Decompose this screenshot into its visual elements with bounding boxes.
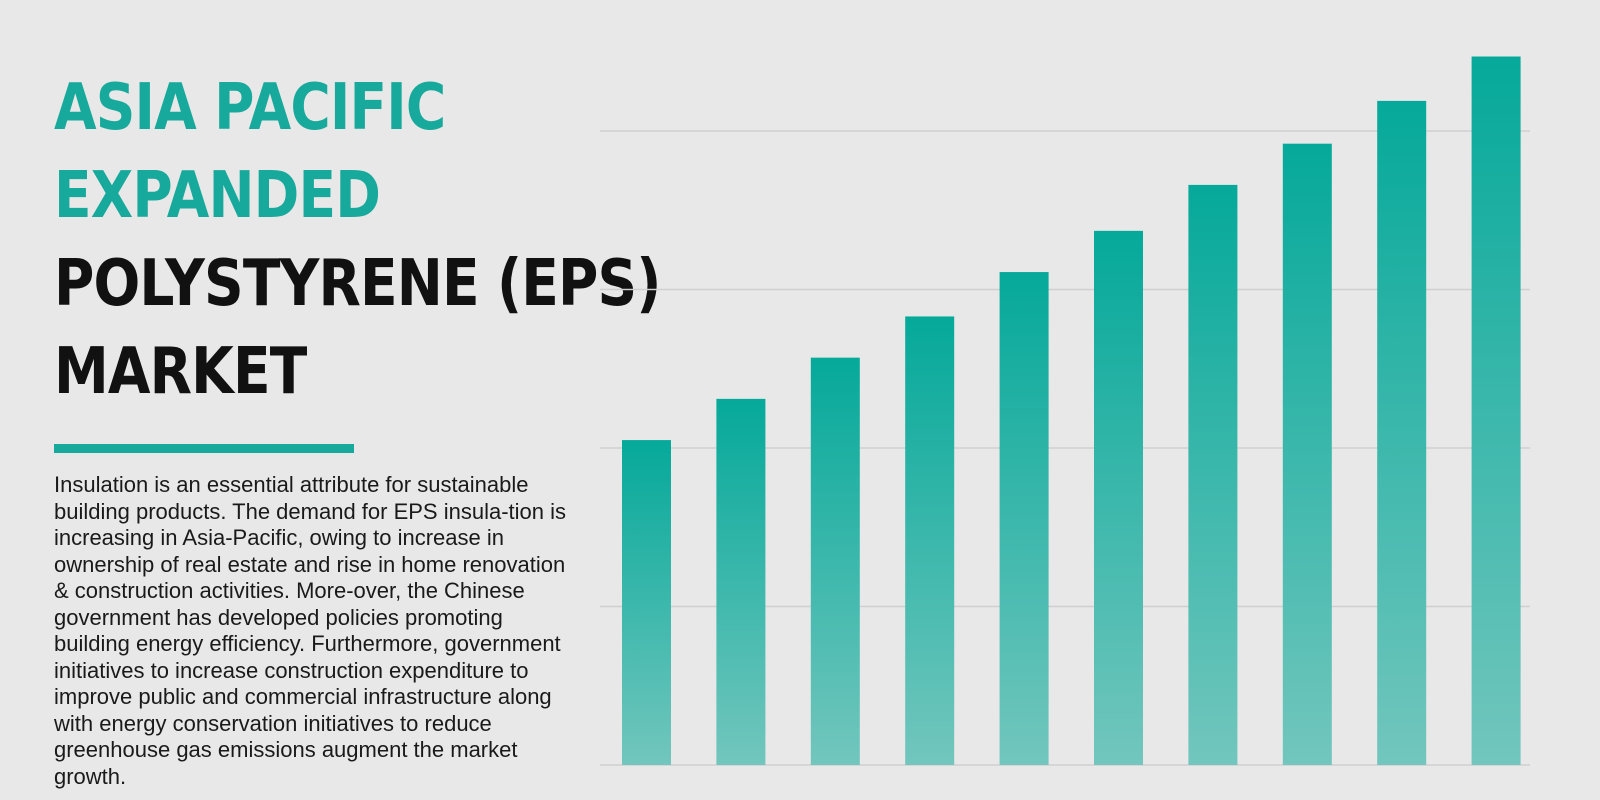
bar-1 <box>622 440 671 765</box>
bar-chart <box>600 56 1530 766</box>
bar-7 <box>1188 184 1238 765</box>
page-title: ASIA PACIFIC EXPANDED POLYSTYRENE (EPS) … <box>54 64 661 416</box>
accent-divider <box>54 444 354 453</box>
bar-2 <box>716 398 766 765</box>
title-line-3: POLYSTYRENE (EPS) <box>54 247 661 321</box>
description-paragraph: Insulation is an essential attribute for… <box>54 472 566 789</box>
title-line-2: EXPANDED <box>54 159 381 233</box>
bar-3 <box>810 357 860 765</box>
bar-5 <box>999 272 1049 765</box>
bar-6 <box>1094 230 1143 766</box>
bar-9 <box>1377 100 1427 765</box>
chart-bars <box>622 56 1521 766</box>
title-line-1: ASIA PACIFIC <box>54 71 446 145</box>
bar-4 <box>905 316 955 765</box>
title-line-4: MARKET <box>54 335 307 409</box>
bar-10 <box>1471 56 1521 765</box>
bar-8 <box>1282 143 1332 765</box>
